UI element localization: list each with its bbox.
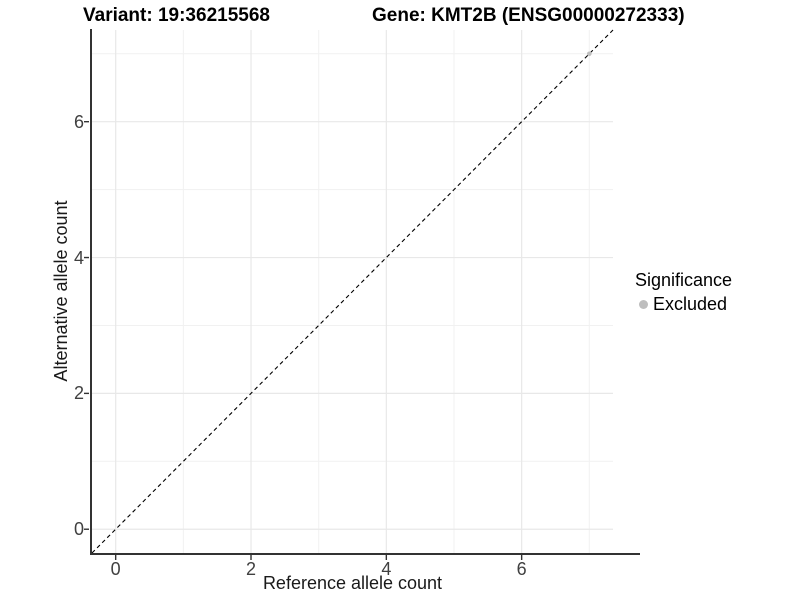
- legend-marker-circle-icon: [639, 300, 648, 309]
- legend: Significance Excluded: [633, 270, 732, 315]
- data-point: [587, 51, 592, 57]
- x-tick-label: 4: [381, 559, 392, 579]
- x-tick-label: 2: [245, 559, 256, 579]
- y-tick-label: 0: [73, 519, 84, 540]
- legend-title: Significance: [635, 270, 733, 290]
- identity-dashed-line: [91, 29, 614, 554]
- y-tick-label: 6: [73, 111, 84, 132]
- y-tick-label: 4: [73, 247, 84, 268]
- plot-title-gene: Gene: KMT2B (ENSG00000272333): [372, 5, 685, 26]
- x-tick-label: 0: [110, 559, 121, 579]
- y-axis-title: Alternative allele count: [51, 200, 71, 382]
- legend-item-label: Excluded: [653, 294, 728, 314]
- x-tick-label: 6: [516, 559, 527, 579]
- plot-title-variant: Variant: 19:36215568: [83, 5, 270, 26]
- x-axis-title: Reference allele count: [262, 573, 443, 593]
- y-tick-label: 2: [73, 383, 84, 404]
- legend-item-excluded: Excluded: [639, 294, 732, 315]
